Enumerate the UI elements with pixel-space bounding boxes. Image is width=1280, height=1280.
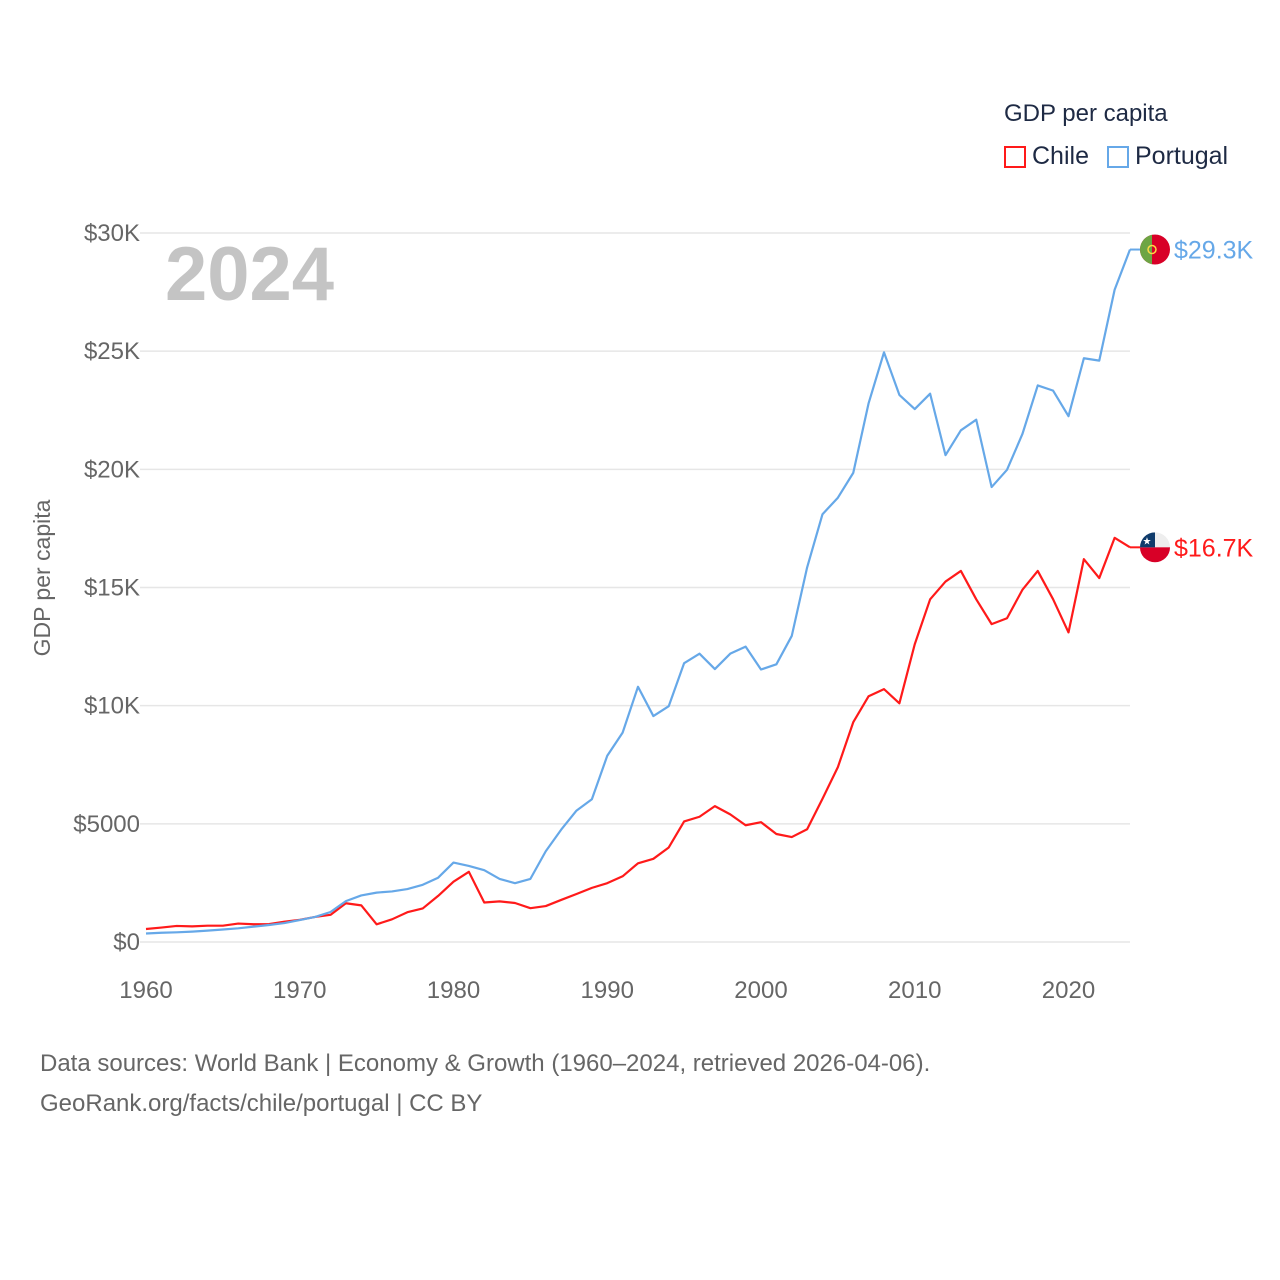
y-tick-label: $10K bbox=[84, 693, 140, 720]
portugal-end-label: $29.3K bbox=[1174, 237, 1254, 265]
x-tick-label: 1990 bbox=[581, 977, 634, 1004]
y-tick-label: $25K bbox=[84, 338, 140, 365]
x-tick-label: 2010 bbox=[888, 977, 941, 1004]
legend-label: Portugal bbox=[1134, 142, 1229, 170]
y-axis-label: GDP per capita bbox=[29, 499, 55, 656]
x-tick-label: 2000 bbox=[734, 977, 787, 1004]
legend-label: Chile bbox=[1032, 142, 1089, 170]
legend: Chile Portugal bbox=[1004, 142, 1228, 171]
data-sources: Data sources: World Bank | Economy & Gro… bbox=[40, 1050, 931, 1077]
svg-text:★: ★ bbox=[1143, 536, 1152, 547]
chile-line bbox=[145, 536, 1131, 931]
source-link[interactable]: GeoRank.org/facts/chile/portugal | CC BY bbox=[40, 1090, 483, 1117]
x-tick-label: 1970 bbox=[273, 977, 326, 1004]
x-tick-label: 1960 bbox=[119, 977, 172, 1004]
year-label: 2024 bbox=[165, 232, 334, 317]
y-tick-label: $30K bbox=[84, 220, 140, 247]
x-tick-label: 2020 bbox=[1042, 977, 1095, 1004]
legend-title: GDP per capita bbox=[1004, 100, 1168, 127]
chile-end-label: $16.7K bbox=[1174, 534, 1254, 562]
footer: Data sources: World Bank | Economy & Gro… bbox=[40, 1044, 930, 1124]
legend-item-chile[interactable]: Chile bbox=[1004, 142, 1089, 171]
x-tick-label: 1980 bbox=[427, 977, 480, 1004]
y-tick-label: $0 bbox=[113, 929, 140, 956]
portugal-line bbox=[145, 249, 1132, 935]
chile-swatch bbox=[1004, 145, 1026, 168]
portugal-flag-icon bbox=[1140, 234, 1170, 265]
y-tick-label: $5000 bbox=[73, 811, 140, 838]
y-tick-label: $20K bbox=[84, 456, 140, 483]
chile-flag-icon: ★ bbox=[1140, 532, 1170, 563]
portugal-swatch bbox=[1106, 145, 1129, 168]
legend-item-portugal[interactable]: Portugal bbox=[1106, 142, 1229, 171]
y-tick-label: $15K bbox=[84, 575, 140, 602]
